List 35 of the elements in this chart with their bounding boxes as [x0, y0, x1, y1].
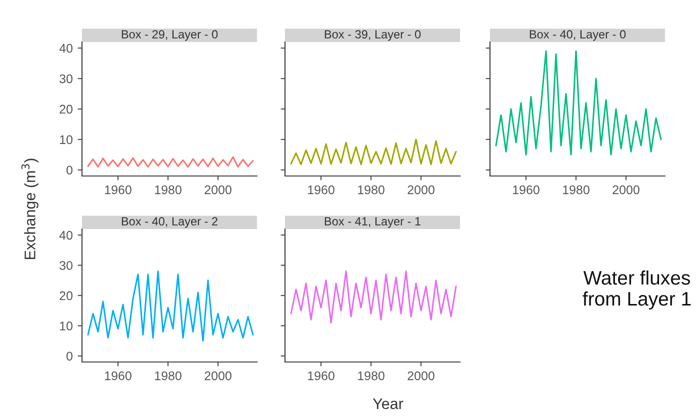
chart-title: Box - 41, Layer - 1 — [324, 217, 420, 228]
y-tick-label: 20 — [60, 291, 72, 300]
y-tick-label: 30 — [60, 74, 72, 84]
y-tick-label: 30 — [60, 261, 72, 270]
x-tick-label: 1960 — [105, 371, 132, 380]
y-axis-title: Exchange (m$^{3}$) — [21, 158, 38, 260]
x-tick-label: 2000 — [408, 185, 434, 194]
line-series — [87, 270, 254, 342]
chart-title: Box - 39, Layer - 0 — [324, 30, 421, 41]
chart-title: Box - 29, Layer - 0 — [122, 30, 218, 41]
x-tick-label: 2000 — [612, 185, 640, 194]
x-tick-label: 2000 — [204, 371, 232, 380]
x-axis-title: Year — [372, 398, 404, 410]
line-series — [87, 156, 254, 168]
x-tick-label: 2000 — [204, 185, 232, 194]
x-tick-label: 1960 — [513, 185, 540, 194]
y-tick-label: 0 — [66, 352, 72, 361]
y-tick-label: 0 — [66, 166, 72, 175]
x-tick-label: 1980 — [155, 371, 182, 380]
x-tick-label: 1980 — [358, 371, 384, 380]
x-tick-label: 1980 — [358, 185, 384, 194]
x-tick-label: 2000 — [408, 371, 434, 380]
y-tick-label: 10 — [60, 322, 72, 330]
x-tick-label: 1960 — [308, 371, 334, 380]
chart-title: Box - 40, Layer - 0 — [530, 30, 626, 41]
chart-title: Box - 40, Layer - 2 — [122, 217, 218, 228]
x-tick-label: 1960 — [308, 185, 334, 194]
text: Water fluxes from Layer 1 — [582, 270, 691, 310]
x-tick-label: 1980 — [155, 185, 182, 194]
x-tick-label: 1960 — [105, 185, 132, 194]
x-tick-label: 1980 — [563, 185, 590, 194]
y-tick-label: 20 — [60, 104, 72, 114]
y-tick-label: 40 — [59, 230, 72, 240]
y-tick-label: 40 — [59, 44, 72, 53]
y-tick-label: 10 — [60, 135, 72, 144]
